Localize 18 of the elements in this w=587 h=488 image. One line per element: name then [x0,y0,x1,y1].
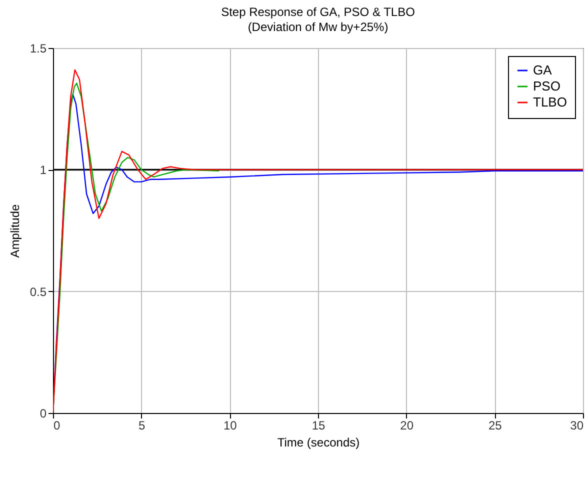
y-tick-label: 0 [40,406,47,420]
x-tick-label: 30 [570,418,584,432]
x-tick-label: 5 [138,418,146,432]
legend-label: GA [533,62,552,78]
x-tick-label: 25 [488,418,502,432]
x-axis-title: Time (seconds) [277,436,360,450]
chart-subtitle: (Deviation of Mw by+25%) [248,20,388,34]
legend-label: TLBO [533,94,567,110]
chart-title: Step Response of GA, PSO & TLBO [221,5,415,19]
x-tick-label: 15 [312,418,326,432]
y-tick-label: 0.5 [30,284,47,299]
y-axis-title: Amplitude [8,204,22,258]
legend-label: PSO [533,78,560,94]
x-tick-label: 10 [223,418,238,432]
x-tick-label: 20 [400,418,414,432]
x-tick-label: 0 [54,418,60,432]
y-tick-label: 1.5 [30,42,47,56]
y-tick-label: 1 [40,163,47,178]
